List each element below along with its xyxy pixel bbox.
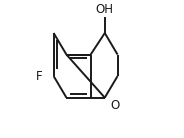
Text: F: F — [36, 70, 42, 83]
Text: O: O — [111, 99, 120, 112]
Text: OH: OH — [96, 2, 114, 16]
